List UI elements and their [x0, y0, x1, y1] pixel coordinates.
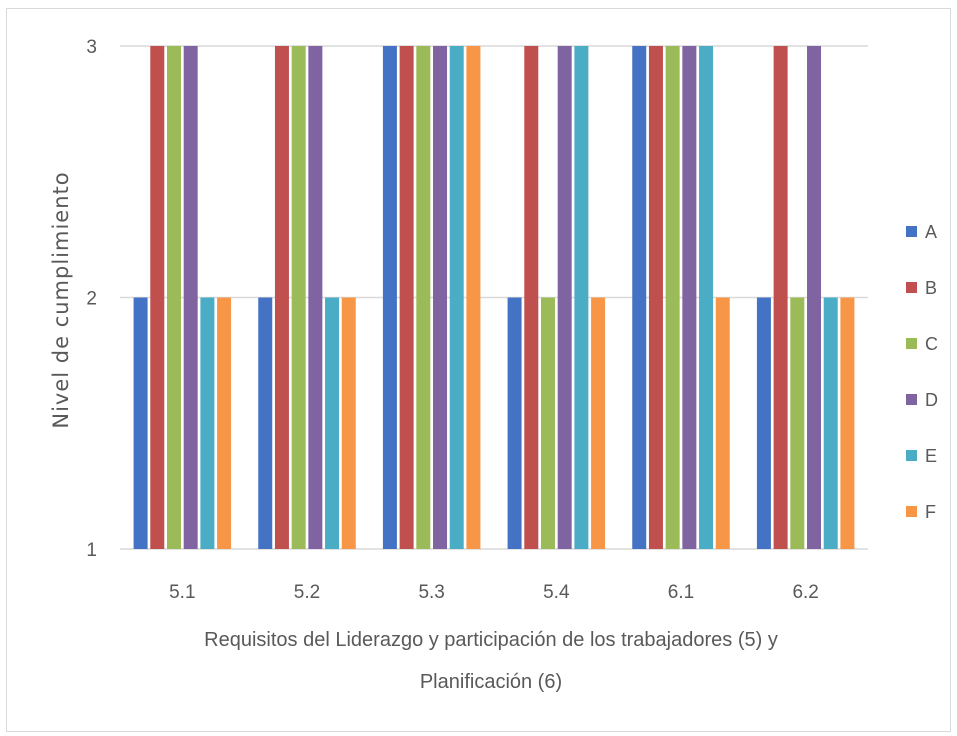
bar-E-5.3 — [449, 46, 464, 549]
y-tick-label: 2 — [86, 289, 97, 310]
bar-C-5.3 — [416, 46, 431, 549]
bar-A-6.1 — [632, 46, 647, 549]
bar-D-5.4 — [557, 46, 572, 549]
bar-A-5.3 — [382, 46, 397, 549]
bar-C-5.1 — [166, 46, 181, 549]
legend-label-F: F — [925, 502, 936, 522]
bar-B-5.1 — [150, 46, 165, 549]
y-tick-label: 3 — [86, 37, 97, 58]
bar-E-5.1 — [200, 297, 215, 549]
legend-label-B: B — [925, 278, 937, 298]
bar-E-6.2 — [823, 297, 838, 549]
legend-label-E: E — [925, 446, 937, 466]
bar-D-5.2 — [308, 46, 323, 549]
legend-label-A: A — [925, 222, 937, 242]
bar-E-6.1 — [699, 46, 714, 549]
bar-E-5.2 — [325, 297, 340, 549]
bar-D-6.1 — [682, 46, 697, 549]
bar-A-6.2 — [756, 297, 771, 549]
bar-F-6.2 — [840, 297, 855, 549]
x-tick-label: 5.2 — [294, 582, 320, 603]
bar-E-5.4 — [574, 46, 589, 549]
legend-swatch-E — [906, 450, 917, 461]
bar-C-6.2 — [790, 297, 805, 549]
bar-B-6.2 — [773, 46, 788, 549]
y-axis-ticks: 1 2 3 — [86, 37, 97, 561]
legend-swatch-A — [906, 226, 917, 237]
bar-A-5.4 — [507, 297, 522, 549]
bar-C-6.1 — [665, 46, 680, 549]
legend-swatch-C — [906, 338, 917, 349]
legend-label-D: D — [925, 390, 938, 410]
legend-label-C: C — [925, 334, 938, 354]
y-axis-title: Nivel de cumplimiento — [49, 171, 73, 428]
legend-swatch-F — [906, 506, 917, 517]
bar-C-5.2 — [291, 46, 306, 549]
legend-swatch-D — [906, 394, 917, 405]
x-tick-label: 6.1 — [668, 582, 694, 603]
x-axis-ticks: 5.1 5.2 5.3 5.4 6.1 6.2 — [169, 582, 819, 603]
bar-D-5.3 — [433, 46, 448, 549]
x-axis-title-line-2: Planificación (6) — [420, 671, 562, 693]
x-axis-title-line-1: Requisitos del Liderazgo y participación… — [204, 629, 778, 651]
legend: A B C D E F — [906, 222, 938, 522]
bar-D-5.1 — [183, 46, 198, 549]
bar-C-5.4 — [540, 297, 555, 549]
bar-F-5.1 — [217, 297, 232, 549]
bar-B-6.1 — [648, 46, 663, 549]
bar-D-6.2 — [807, 46, 822, 549]
x-tick-label: 5.4 — [543, 582, 570, 603]
bar-F-5.2 — [341, 297, 356, 549]
bar-F-5.3 — [466, 46, 481, 549]
x-tick-label: 6.2 — [792, 582, 818, 603]
bar-B-5.4 — [524, 46, 539, 549]
bars — [133, 46, 855, 549]
legend-swatch-B — [906, 282, 917, 293]
y-tick-label: 1 — [86, 540, 97, 561]
bar-F-5.4 — [591, 297, 606, 549]
x-tick-label: 5.3 — [418, 582, 444, 603]
bar-A-5.2 — [258, 297, 273, 549]
bar-B-5.3 — [399, 46, 414, 549]
gridlines — [120, 45, 868, 550]
x-tick-label: 5.1 — [169, 582, 195, 603]
bar-F-6.1 — [715, 297, 730, 549]
bar-B-5.2 — [274, 46, 289, 549]
bar-A-5.1 — [133, 297, 148, 549]
